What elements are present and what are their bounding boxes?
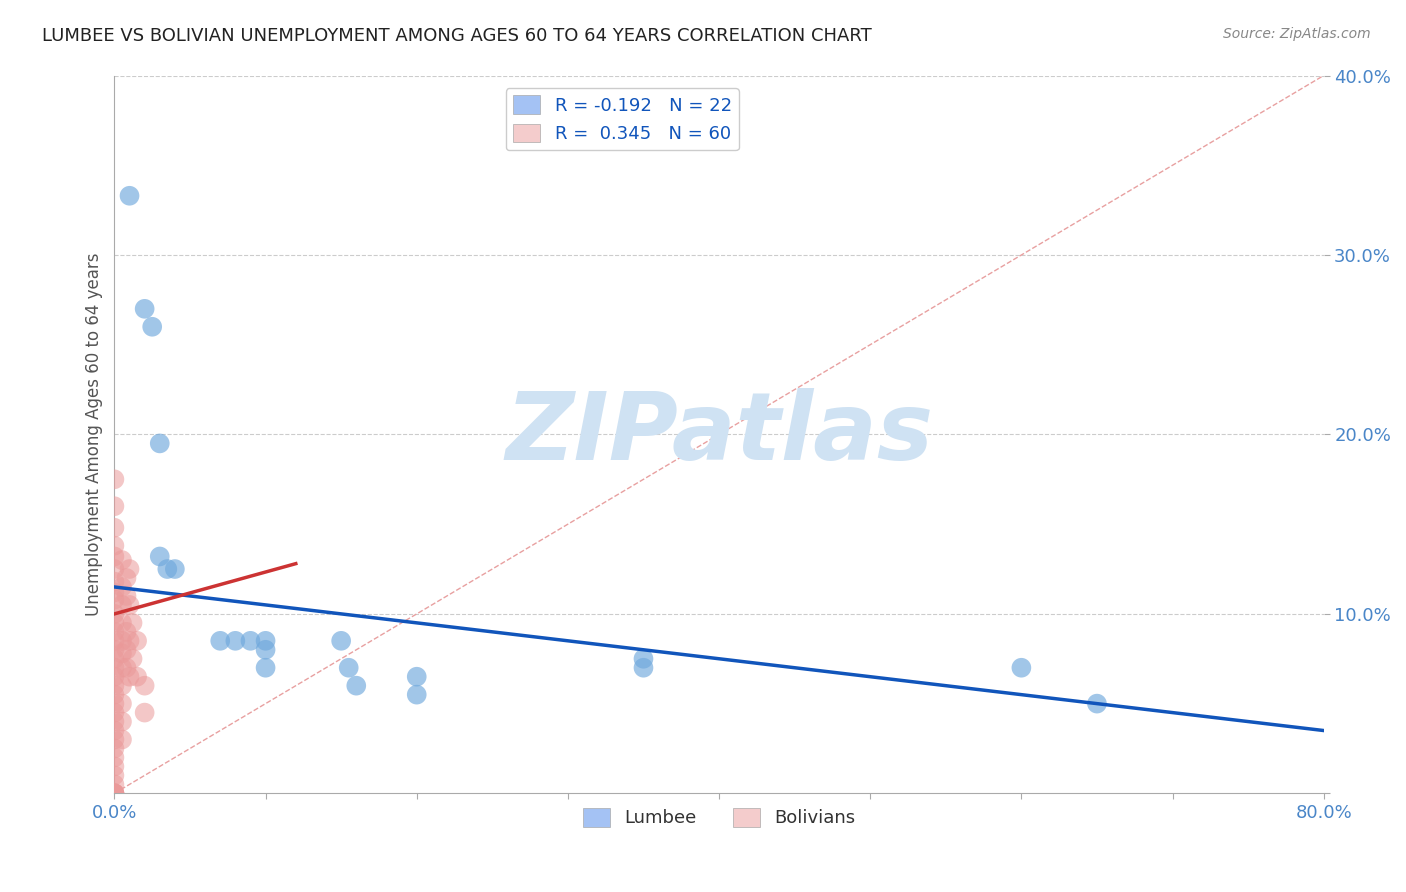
- Y-axis label: Unemployment Among Ages 60 to 64 years: Unemployment Among Ages 60 to 64 years: [86, 252, 103, 616]
- Point: [118, 562, 141, 576]
- Point: [103, 539, 125, 553]
- Point: [1010, 661, 1032, 675]
- Point: [118, 598, 141, 612]
- Point: [103, 786, 125, 800]
- Point: [103, 633, 125, 648]
- Text: ZIPatlas: ZIPatlas: [505, 388, 934, 481]
- Point: [156, 562, 179, 576]
- Point: [111, 679, 134, 693]
- Point: [103, 786, 125, 800]
- Point: [115, 571, 138, 585]
- Point: [224, 633, 246, 648]
- Point: [103, 549, 125, 564]
- Point: [254, 633, 277, 648]
- Point: [134, 679, 156, 693]
- Point: [103, 786, 125, 800]
- Point: [103, 714, 125, 729]
- Point: [111, 553, 134, 567]
- Legend: Lumbee, Bolivians: Lumbee, Bolivians: [575, 801, 862, 835]
- Point: [149, 549, 172, 564]
- Point: [103, 592, 125, 607]
- Text: Source: ZipAtlas.com: Source: ZipAtlas.com: [1223, 27, 1371, 41]
- Point: [337, 661, 360, 675]
- Point: [103, 521, 125, 535]
- Point: [103, 706, 125, 720]
- Point: [103, 723, 125, 738]
- Point: [103, 615, 125, 630]
- Point: [103, 786, 125, 800]
- Point: [111, 646, 134, 660]
- Point: [103, 585, 125, 599]
- Point: [141, 319, 163, 334]
- Point: [103, 759, 125, 773]
- Point: [103, 574, 125, 589]
- Point: [115, 624, 138, 639]
- Point: [121, 652, 143, 666]
- Point: [121, 615, 143, 630]
- Point: [111, 615, 134, 630]
- Point: [149, 436, 172, 450]
- Point: [1085, 697, 1108, 711]
- Point: [344, 679, 367, 693]
- Point: [103, 688, 125, 702]
- Point: [111, 732, 134, 747]
- Point: [111, 633, 134, 648]
- Point: [118, 670, 141, 684]
- Point: [163, 562, 186, 576]
- Point: [103, 642, 125, 657]
- Point: [111, 661, 134, 675]
- Point: [134, 706, 156, 720]
- Point: [209, 633, 232, 648]
- Point: [103, 768, 125, 782]
- Point: [111, 697, 134, 711]
- Point: [118, 188, 141, 202]
- Point: [103, 697, 125, 711]
- Point: [115, 661, 138, 675]
- Point: [111, 598, 134, 612]
- Point: [103, 732, 125, 747]
- Point: [111, 580, 134, 594]
- Point: [633, 652, 655, 666]
- Point: [103, 652, 125, 666]
- Point: [405, 688, 427, 702]
- Point: [103, 472, 125, 486]
- Point: [103, 741, 125, 756]
- Point: [103, 624, 125, 639]
- Point: [103, 777, 125, 791]
- Point: [633, 661, 655, 675]
- Point: [330, 633, 353, 648]
- Point: [254, 642, 277, 657]
- Point: [127, 670, 149, 684]
- Point: [103, 607, 125, 621]
- Point: [103, 786, 125, 800]
- Text: LUMBEE VS BOLIVIAN UNEMPLOYMENT AMONG AGES 60 TO 64 YEARS CORRELATION CHART: LUMBEE VS BOLIVIAN UNEMPLOYMENT AMONG AG…: [42, 27, 872, 45]
- Point: [134, 301, 156, 316]
- Point: [115, 642, 138, 657]
- Point: [127, 633, 149, 648]
- Point: [405, 670, 427, 684]
- Point: [111, 714, 134, 729]
- Point: [239, 633, 262, 648]
- Point: [254, 661, 277, 675]
- Point: [103, 562, 125, 576]
- Point: [103, 500, 125, 514]
- Point: [103, 679, 125, 693]
- Point: [115, 589, 138, 603]
- Point: [103, 750, 125, 764]
- Point: [118, 633, 141, 648]
- Point: [103, 670, 125, 684]
- Point: [103, 661, 125, 675]
